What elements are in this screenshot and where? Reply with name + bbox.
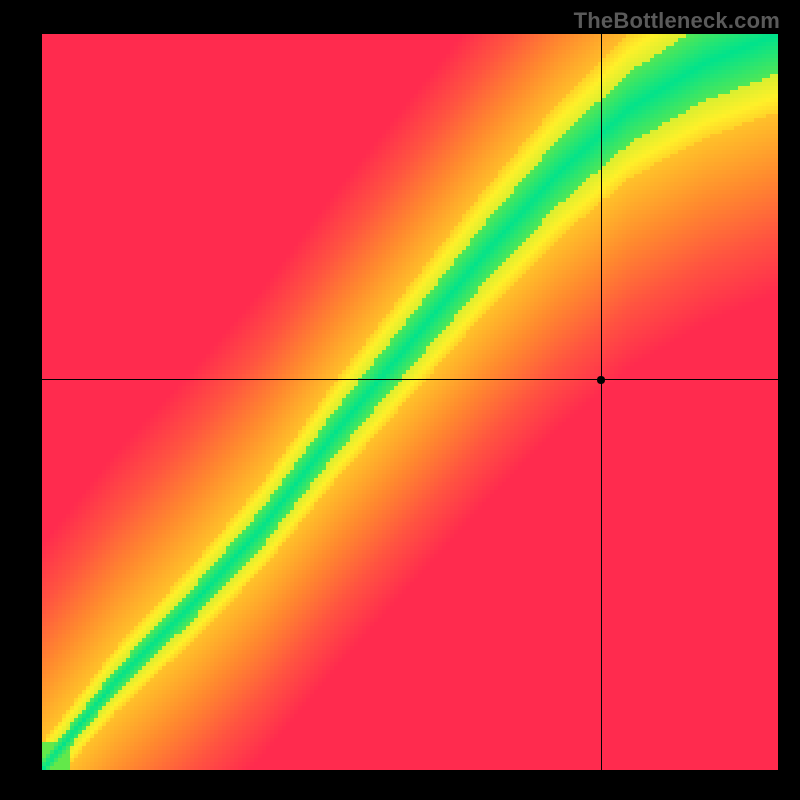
crosshair-vertical [601, 34, 602, 770]
watermark-text: TheBottleneck.com [574, 8, 780, 34]
chart-container: TheBottleneck.com [0, 0, 800, 800]
heatmap-canvas [42, 34, 778, 770]
crosshair-horizontal [42, 379, 778, 380]
crosshair-dot [596, 375, 606, 385]
